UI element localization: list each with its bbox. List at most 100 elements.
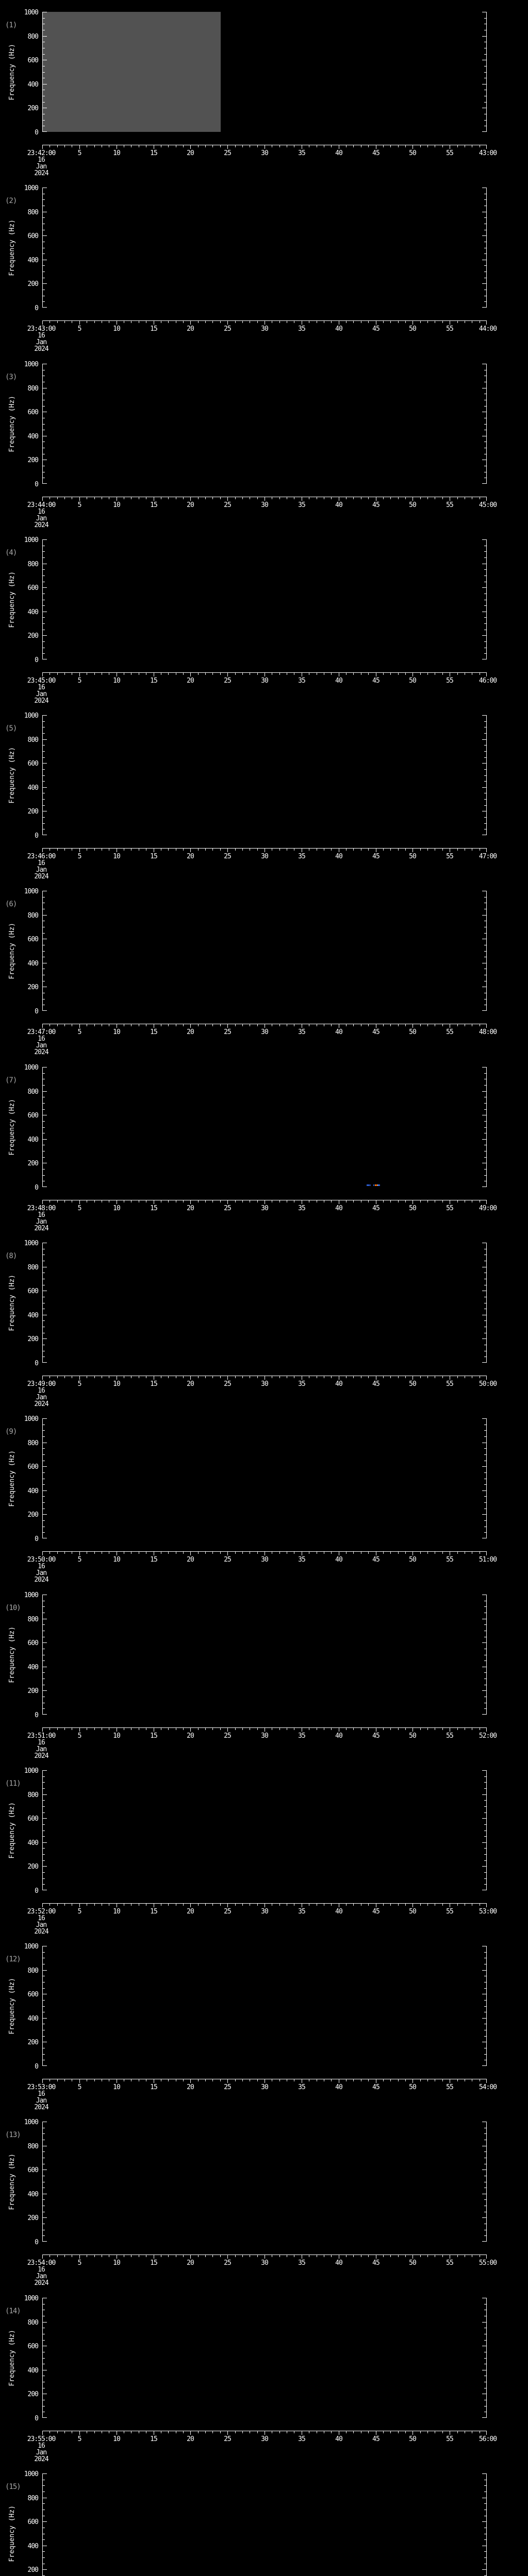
time-axis-tick: [235, 1728, 236, 1730]
time-axis-tick: [390, 2431, 391, 2433]
right-y-axis: [486, 2298, 487, 2418]
y-axis-tick: [43, 1854, 45, 1855]
time-tick-label: 40: [335, 1908, 343, 1916]
y-tick-label: 1000: [24, 1767, 39, 1775]
time-axis-tick: [42, 2431, 43, 2435]
y-axis-tick: [43, 2065, 47, 2066]
time-tick-label: 45: [372, 2083, 380, 2091]
y-axis-tick: [43, 2340, 45, 2341]
time-axis-tick: [64, 673, 65, 675]
time-axis-tick: [183, 145, 184, 147]
y-tick-label: 1000: [24, 712, 39, 720]
y-axis-tick: [43, 2000, 45, 2001]
time-tick-label: 45: [372, 2259, 380, 2267]
time-axis-tick: [79, 849, 80, 852]
time-tick-label: 5: [77, 2259, 82, 2267]
plot-area: [42, 1946, 487, 2066]
time-axis-tick: [331, 1904, 332, 1906]
y-axis-tick: [43, 1708, 45, 1709]
time-axis-tick: [331, 1552, 332, 1554]
spectrogram-panel: (1) Frequency (Hz) 0 200 400 600 800 1000 23:42:…: [0, 0, 528, 177]
data-region: [367, 1184, 369, 1186]
time-axis-tick: [353, 1552, 354, 1554]
time-tick-label: 50: [409, 2259, 417, 2267]
y-axis-title: Frequency (Hz): [8, 747, 16, 804]
time-axis-tick: [64, 1552, 65, 1554]
y-axis-tick: [43, 1103, 45, 1104]
time-axis: [42, 1727, 487, 1732]
time-axis-tick: [220, 1024, 221, 1026]
time-tick-label: 30: [261, 1556, 269, 1564]
panel-index-label: (11): [5, 1780, 21, 1788]
time-axis-tick: [227, 849, 228, 852]
date-line: 16: [38, 508, 45, 516]
time-axis-tick: [242, 1552, 243, 1554]
time-tick-label: 5: [77, 677, 82, 685]
time-axis-tick: [257, 673, 258, 675]
time-axis-tick: [390, 2079, 391, 2081]
time-axis-tick: [486, 145, 487, 149]
y-axis-tick: [43, 2018, 47, 2019]
time-axis-tick: [412, 1904, 413, 1907]
time-axis-tick: [442, 1024, 443, 1026]
y-axis-tick: [484, 2503, 486, 2504]
y-axis-tick: [43, 283, 47, 284]
time-axis-tick: [398, 1904, 399, 1906]
time-axis-tick: [442, 1728, 443, 1730]
time-axis-tick: [235, 673, 236, 675]
time-tick-label: 40: [335, 853, 343, 860]
y-axis-tick: [43, 1073, 45, 1074]
y-axis-tick: [484, 1860, 486, 1861]
time-axis-tick: [486, 849, 487, 852]
end-time-label: 45:00: [478, 501, 497, 509]
time-tick-label: 55: [446, 1556, 454, 1564]
y-tick-label: 1000: [24, 2470, 39, 2478]
time-axis-tick: [205, 1728, 206, 1730]
time-axis-tick: [398, 1376, 399, 1378]
time-axis-tick: [235, 2079, 236, 2081]
time-axis-tick: [220, 1200, 221, 1202]
time-tick-label: 40: [335, 1380, 343, 1388]
spectrogram-panel: (14) Frequency (Hz) 0 200 400 600 800 1000 23:55…: [0, 2286, 528, 2463]
time-axis-tick: [353, 321, 354, 323]
time-axis-tick: [405, 1200, 406, 1202]
panel-index-label: (1): [5, 21, 17, 29]
time-axis-tick: [412, 1552, 413, 1555]
time-tick-label: 55: [446, 501, 454, 509]
data-region: [377, 1184, 378, 1186]
y-axis-tick: [484, 1073, 486, 1074]
time-axis-tick: [420, 1024, 421, 1026]
time-axis-tick: [198, 321, 199, 323]
y-axis-tick: [484, 424, 486, 425]
time-tick-label: 10: [113, 1732, 121, 1740]
time-axis-tick: [242, 1200, 243, 1202]
plot-area: [42, 1770, 487, 1890]
time-tick-label: 20: [187, 677, 194, 685]
time-axis-tick: [242, 1904, 243, 1906]
time-axis-tick: [79, 1728, 80, 1732]
time-tick-label: 5: [77, 1380, 82, 1388]
time-axis-tick: [205, 145, 206, 147]
y-axis-tick: [482, 1690, 486, 1691]
y-tick-label: 400: [27, 81, 39, 89]
y-tick-label: 400: [27, 608, 39, 616]
y-axis-tick: [43, 1800, 45, 1801]
time-axis-tick: [279, 849, 280, 851]
y-axis-tick: [482, 1642, 486, 1643]
time-axis-tick: [205, 1904, 206, 1906]
time-axis-tick: [242, 2079, 243, 2081]
time-axis-tick: [198, 1728, 199, 1730]
y-axis-tick: [43, 763, 47, 764]
time-tick-label: 30: [261, 1380, 269, 1388]
time-tick-label: 50: [409, 1205, 417, 1212]
time-axis-tick: [353, 849, 354, 851]
y-tick-label: 200: [27, 808, 39, 816]
time-axis-tick: [383, 2255, 384, 2257]
end-time-label: 54:00: [478, 2083, 497, 2091]
time-axis-tick: [235, 1200, 236, 1202]
y-axis-tick: [43, 805, 45, 806]
y-axis-tick: [482, 1514, 486, 1515]
y-tick-label: 800: [27, 1967, 39, 1975]
time-tick-label: 25: [224, 1028, 232, 1036]
y-axis-tick: [43, 1788, 45, 1789]
